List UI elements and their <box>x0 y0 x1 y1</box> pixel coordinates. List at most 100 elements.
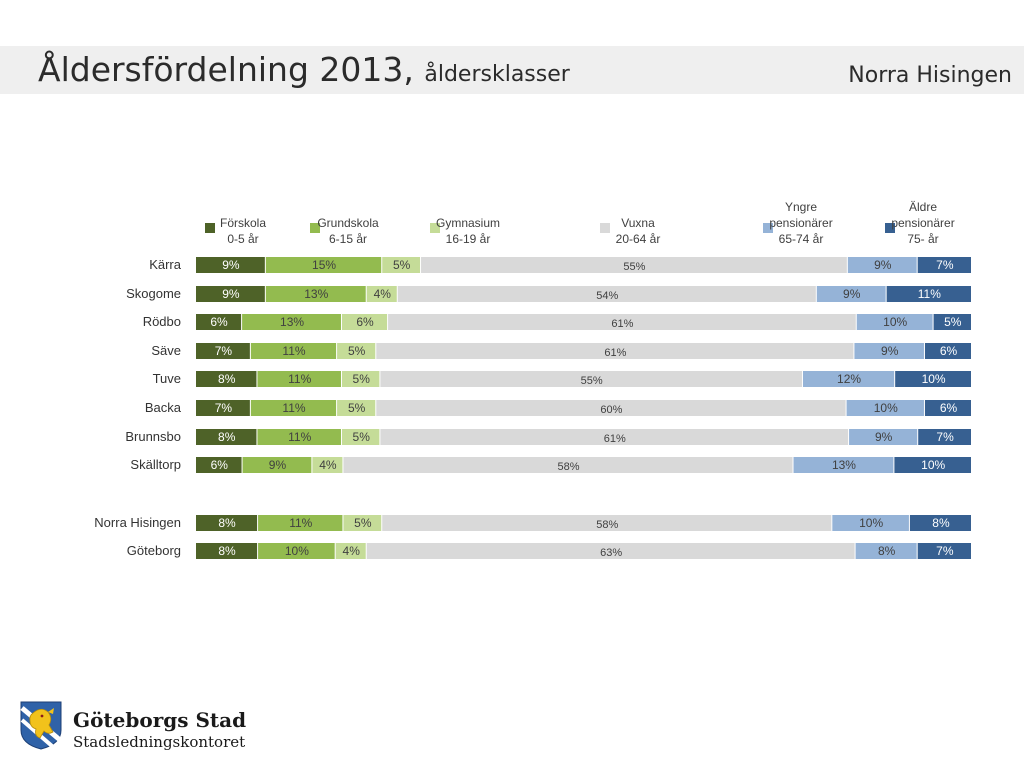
bar-segment <box>196 257 265 273</box>
bar-value-label: 61% <box>604 347 626 359</box>
bar-segment <box>196 429 257 445</box>
legend-label-1-0: Grundskola <box>317 216 379 230</box>
page-title: Åldersfördelning 2013, åldersklasser <box>38 50 570 89</box>
bar-segment <box>421 257 847 273</box>
bar-value-label: 13% <box>832 458 856 472</box>
goteborg-lion-logo-icon <box>20 701 62 750</box>
chart-rows: Kärra 9% 15% 5% 55% 9% 7%Skogome 9% 13% 4% 54% 9% 11… <box>94 257 971 559</box>
bar-segment <box>832 515 909 531</box>
bar-segment <box>909 515 971 531</box>
bar-segment <box>250 400 337 416</box>
bar-value-label: 10% <box>883 315 907 329</box>
bar-value-label: 7% <box>215 344 233 358</box>
bar-segment <box>196 314 242 330</box>
legend-label-2-0: Gymnasium <box>436 216 500 230</box>
bar-segment <box>265 257 382 273</box>
row-label: Skogome <box>126 286 181 301</box>
bar-segment <box>895 371 971 387</box>
bar-value-label: 15% <box>312 258 336 272</box>
bar-value-label: 8% <box>932 516 950 530</box>
title-bar <box>0 46 1024 94</box>
bar-segment <box>265 286 366 302</box>
row-label: Brunnsbo <box>125 429 181 444</box>
bar-segment <box>849 429 918 445</box>
bar-segment <box>380 371 802 387</box>
bar-segment <box>196 286 265 302</box>
bar-value-label: 54% <box>596 290 618 302</box>
bar-value-label: 10% <box>922 372 946 386</box>
logo-name: Göteborgs Stad <box>73 708 247 732</box>
bar-value-label: 7% <box>215 401 233 415</box>
bar-value-label: 10% <box>859 516 883 530</box>
bar-segment <box>257 371 341 387</box>
bar-segment <box>917 257 971 273</box>
bar-value-label: 10% <box>285 544 309 558</box>
bar-value-label: 5% <box>944 315 962 329</box>
bar-segment <box>196 371 257 387</box>
bar-value-label: 12% <box>837 372 861 386</box>
bar-segment <box>343 457 793 473</box>
legend-swatch-2 <box>430 223 440 233</box>
legend-label-4-0: Yngre <box>785 200 817 214</box>
row-label: Säve <box>151 343 181 358</box>
bar-value-label: 5% <box>354 516 372 530</box>
bar-value-label: 4% <box>319 458 337 472</box>
bar-segment <box>917 543 971 559</box>
bar-segment <box>793 457 894 473</box>
bar-segment <box>816 286 886 302</box>
bar-value-label: 11% <box>289 516 312 530</box>
bar-value-label: 6% <box>940 401 958 415</box>
bar-segment <box>382 515 832 531</box>
bar-segment <box>847 257 917 273</box>
bar-segment <box>258 515 343 531</box>
legend-label-0-1: 0-5 år <box>227 232 258 246</box>
bar-value-label: 55% <box>623 261 645 273</box>
bar-value-label: 13% <box>304 287 328 301</box>
bar-segment <box>341 314 388 330</box>
row-label: Rödbo <box>143 314 181 329</box>
bar-segment <box>337 343 376 359</box>
chart-legend: Förskola 0-5 år Grundskola 6-15 år Gymnasium… <box>205 200 955 246</box>
title-text: Åldersfördelning 2013, <box>38 50 414 89</box>
bar-value-label: 7% <box>936 544 954 558</box>
bar-value-label: 58% <box>596 519 618 531</box>
bar-value-label: 9% <box>222 287 240 301</box>
bar-segment <box>933 314 971 330</box>
legend-label-2-1: 16-19 år <box>446 232 491 246</box>
bar-value-label: 8% <box>218 372 236 386</box>
legend-label-4-1: pensionärer <box>769 216 832 230</box>
legend-label-1-1: 6-15 år <box>329 232 367 246</box>
bar-segment <box>257 429 341 445</box>
bar-value-label: 10% <box>874 401 898 415</box>
bar-value-label: 13% <box>280 315 304 329</box>
row-label: Kärra <box>149 257 182 272</box>
bar-value-label: 7% <box>936 258 954 272</box>
bar-segment <box>335 543 366 559</box>
bar-segment <box>366 286 397 302</box>
bar-segment <box>924 400 971 416</box>
bar-value-label: 10% <box>921 458 945 472</box>
bar-value-label: 5% <box>348 401 366 415</box>
bar-value-label: 11% <box>282 344 305 358</box>
bar-segment <box>894 457 971 473</box>
bar-segment <box>242 457 312 473</box>
bar-segment <box>250 343 337 359</box>
bar-value-label: 4% <box>374 287 392 301</box>
bar-value-label: 5% <box>353 430 371 444</box>
bar-segment <box>341 429 380 445</box>
bar-value-label: 6% <box>356 315 374 329</box>
bar-value-label: 11% <box>282 401 305 415</box>
legend-swatch-1 <box>310 223 320 233</box>
bar-segment <box>856 314 933 330</box>
bar-value-label: 5% <box>348 344 366 358</box>
bar-segment <box>258 543 335 559</box>
bar-value-label: 11% <box>288 372 311 386</box>
bar-segment <box>196 400 250 416</box>
bar-value-label: 11% <box>288 430 311 444</box>
area-name: Norra Hisingen <box>848 63 1012 88</box>
bar-segment <box>388 314 856 330</box>
bar-segment <box>382 257 421 273</box>
bar-value-label: 5% <box>353 372 371 386</box>
bar-value-label: 60% <box>600 404 622 416</box>
row-label: Skälltorp <box>130 457 181 472</box>
